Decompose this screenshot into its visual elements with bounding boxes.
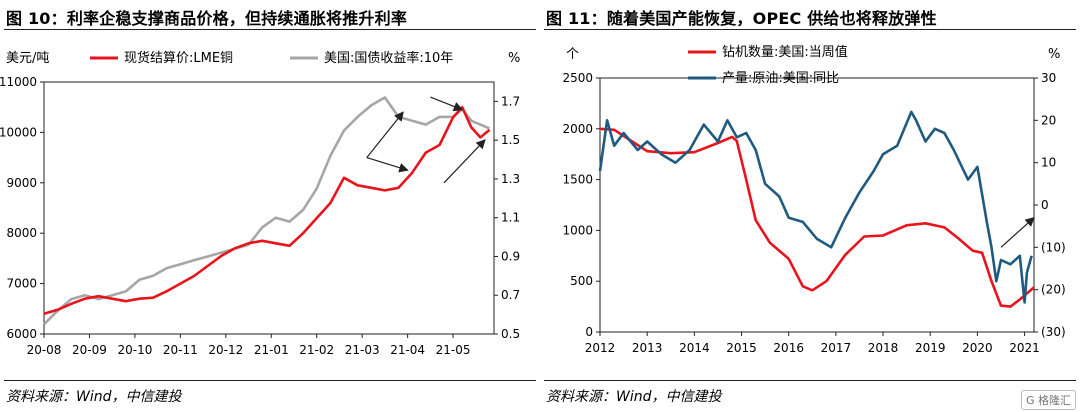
annotation-arrow <box>366 157 409 173</box>
y-left-tick-label: 10000 <box>0 125 37 139</box>
legend-label: 美国:国债收益率:10年 <box>324 50 453 66</box>
y-right-tick-label: (20) <box>1041 283 1066 297</box>
y-right-tick-label: 1.3 <box>501 172 520 186</box>
x-tick-label: 20-12 <box>208 343 243 357</box>
x-tick-label: 20-08 <box>27 343 62 357</box>
y-left-tick-label: 500 <box>570 274 593 288</box>
y-left-tick-label: 1500 <box>562 173 593 187</box>
x-tick-label: 20-10 <box>117 343 152 357</box>
source-rule <box>4 380 536 381</box>
source-rule <box>544 380 1076 381</box>
chart-rigs-vs-production: 0 500 1000 1500 2000 2500 (30) (20) (10) 0 10 20 30 2… <box>562 44 1066 355</box>
chart-panel-rigs: 图 11：随着美国产能恢复，OPEC 供给也将释放弹性 0 500 1000 1500… <box>540 0 1080 412</box>
y-right-unit-label: % <box>1048 47 1060 62</box>
x-tick-label: 21-03 <box>345 343 380 357</box>
source-note: 资料来源：Wind，中信建投 <box>546 389 722 405</box>
y-right-tick-label: 1.1 <box>501 211 520 225</box>
title-rule <box>544 29 1076 30</box>
y-left-tick-label: 2000 <box>562 122 593 136</box>
x-tick-label: 2021 <box>1009 341 1040 355</box>
annotation-arrow <box>1000 216 1035 248</box>
x-tick-label: 2017 <box>821 341 852 355</box>
y-right-tick-label: 0.7 <box>501 288 520 302</box>
y-right-tick-label: (30) <box>1041 325 1066 339</box>
y-right-unit-label: % <box>508 51 520 66</box>
y-left-tick-label: 2500 <box>562 71 593 85</box>
plot-frame <box>599 77 1035 333</box>
x-tick-label: 2020 <box>962 341 993 355</box>
y-right-tick-label: 0.5 <box>501 327 520 341</box>
y-right-tick-label: (10) <box>1041 240 1066 254</box>
x-tick-label: 2015 <box>726 341 757 355</box>
x-tick-label: 21-05 <box>436 343 471 357</box>
y-right-tick-label: 20 <box>1041 113 1056 127</box>
plot-frame <box>43 81 495 335</box>
y-left-unit-label: 美元/吨 <box>6 51 49 66</box>
title-rule <box>4 29 536 30</box>
x-tick-label: 2016 <box>773 341 804 355</box>
x-tick-label: 21-01 <box>254 343 289 357</box>
y-left-tick-label: 1000 <box>562 223 593 237</box>
x-tick-label: 20-09 <box>72 343 107 357</box>
series-line-1 <box>598 110 1033 304</box>
y-left-tick-label: 11000 <box>0 75 37 89</box>
y-left-tick-label: 6000 <box>6 327 37 341</box>
watermark-logo: G 格隆汇 <box>1020 390 1076 410</box>
x-tick-label: 20-11 <box>163 343 198 357</box>
y-right-tick-label: 1.7 <box>501 94 520 108</box>
chart-copper-vs-yield: 6000 7000 8000 9000 10000 11000 0.5 0.7 0.9 1.1 1.… <box>0 50 520 357</box>
y-left-tick-label: 8000 <box>6 226 37 240</box>
legend-label: 现货结算价:LME铜 <box>124 50 233 66</box>
y-left-tick-label: 7000 <box>6 277 37 291</box>
chart-panel-copper: 图 10：利率企稳支撑商品价格，但持续通胀将推升利率 6000 7000 8000 9… <box>0 9 536 405</box>
y-right-tick-label: 10 <box>1041 156 1056 170</box>
legend-label: 产量:原油:美国:同比 <box>722 71 839 86</box>
chart-title: 图 11：随着美国产能恢复，OPEC 供给也将释放弹性 <box>546 9 937 28</box>
annotation-arrow <box>443 139 486 184</box>
annotation-arrow <box>430 96 464 112</box>
x-tick-label: 21-02 <box>299 343 334 357</box>
x-tick-label: 21-04 <box>390 343 425 357</box>
chart-title: 图 10：利率企稳支撑商品价格，但持续通胀将推升利率 <box>6 9 408 28</box>
y-left-tick-label: 9000 <box>6 176 37 190</box>
x-tick-label: 2014 <box>679 341 710 355</box>
series-line-0 <box>43 105 491 316</box>
annotation-arrow <box>366 111 404 158</box>
y-right-tick-label: 1.5 <box>501 133 520 147</box>
x-tick-label: 2013 <box>632 341 663 355</box>
y-left-unit-label: 个 <box>566 47 579 62</box>
y-right-tick-label: 0 <box>1041 198 1049 212</box>
y-right-tick-label: 30 <box>1041 71 1056 85</box>
x-tick-label: 2012 <box>585 341 616 355</box>
y-right-tick-label: 0.9 <box>501 249 520 263</box>
x-tick-label: 2019 <box>915 341 946 355</box>
x-tick-label: 2018 <box>868 341 899 355</box>
y-left-tick-label: 0 <box>585 325 593 339</box>
source-note: 资料来源：Wind，中信建投 <box>6 389 182 405</box>
series-line-1 <box>43 96 491 326</box>
series-line-0 <box>599 127 1035 308</box>
legend-label: 钻机数量:美国:当周值 <box>722 44 848 60</box>
